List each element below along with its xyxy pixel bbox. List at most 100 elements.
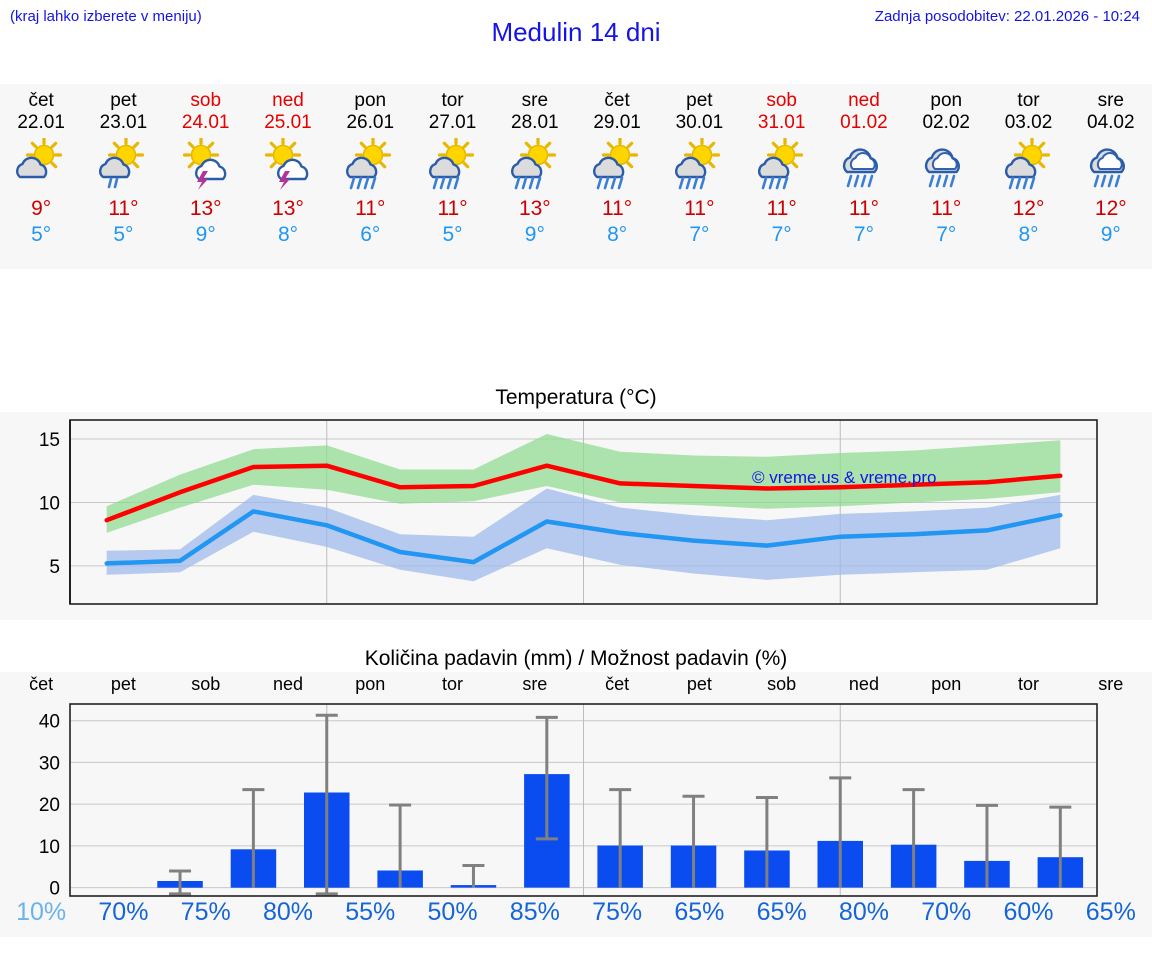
forecast-day-name: čet [28, 90, 54, 111]
forecast-temp-max: 11° [848, 197, 880, 220]
forecast-day-column[interactable]: sob 24.01 13° 9° [165, 84, 247, 269]
forecast-day-date: 24.01 [181, 112, 230, 133]
forecast-day-date: 03.02 [1004, 112, 1053, 133]
forecast-day-date: 26.01 [346, 112, 395, 133]
forecast-day-name: pet [110, 90, 137, 111]
sun-cloud-rain-icon [755, 136, 809, 192]
location-menu-hint: (kraj lahko izberete v meniju) [10, 8, 202, 25]
forecast-temp-min: 7° [853, 223, 874, 246]
precipitation-day-label: pet [686, 674, 712, 694]
forecast-temp-max: 11° [355, 197, 386, 220]
forecast-day-column[interactable]: ned 25.01 13° 8° [247, 84, 329, 269]
forecast-day-column[interactable]: tor 27.01 11° 5° [411, 84, 493, 269]
precipitation-probability: 65% [674, 898, 725, 926]
forecast-day-column[interactable]: tor 03.02 12° 8° [987, 84, 1069, 269]
forecast-day-name: tor [441, 90, 464, 111]
forecast-day-column[interactable]: čet 29.01 11° 8° [576, 84, 658, 269]
forecast-day-name: pon [930, 90, 963, 111]
precipitation-y-tick: 40 [39, 712, 60, 733]
forecast-day-column[interactable]: ned 01.02 11° 7° [823, 84, 905, 269]
temperature-y-tick: 10 [39, 493, 60, 514]
temperature-chart: 5 10 15 [39, 419, 1098, 605]
sun-cloud-rain-icon [1002, 136, 1056, 192]
sun-cloud-rain-light-icon [96, 136, 150, 192]
precipitation-probability: 50% [427, 898, 478, 926]
precipitation-probability: 75% [592, 898, 643, 926]
forecast-day-date: 27.01 [428, 112, 477, 133]
cloud-rain-icon [837, 136, 891, 192]
forecast-day-name: tor [1017, 90, 1040, 111]
forecast-temp-min: 7° [936, 223, 957, 246]
forecast-temp-min: 9° [524, 223, 545, 246]
forecast-day-date: 30.01 [675, 112, 724, 133]
forecast-day-column[interactable]: čet 22.01 9° 5° [0, 84, 82, 269]
sun-cloud-thunder-icon [179, 136, 233, 192]
forecast-temp-max: 12° [1094, 197, 1127, 220]
precipitation-day-label: sob [767, 674, 797, 694]
forecast-day-column[interactable]: pon 26.01 11° 6° [329, 84, 411, 269]
forecast-temp-min: 8° [607, 223, 628, 246]
sun-cloud-icon [14, 136, 68, 192]
precipitation-day-label: pon [931, 674, 962, 694]
forecast-day-column[interactable]: pet 23.01 11° 5° [82, 84, 164, 269]
forecast-temp-min: 7° [689, 223, 710, 246]
forecast-temp-max: 11° [766, 197, 797, 220]
forecast-day-date: 01.02 [840, 112, 888, 133]
precipitation-probability-row: 10% 70% 75% 80% 55% 50% 85% 75% 65% 65% 80% 70% 60% 6… [0, 898, 1152, 934]
sun-cloud-rain-icon [343, 136, 397, 192]
forecast-temp-min: 9° [1100, 223, 1121, 246]
precipitation-y-tick: 20 [39, 795, 60, 816]
forecast-temp-min: 9° [195, 223, 216, 246]
page-title: Medulin 14 dni [491, 17, 661, 47]
temperature-y-tick: 5 [49, 557, 60, 578]
forecast-temp-min: 8° [277, 223, 299, 246]
precipitation-y-tick: 0 [49, 879, 60, 900]
precipitation-day-label: sre [522, 674, 548, 694]
sun-cloud-thunder-icon [261, 136, 315, 192]
forecast-day-date: 29.01 [593, 112, 641, 133]
forecast-day-column[interactable]: pon 02.02 11° 7° [905, 84, 987, 269]
precipitation-y-tick: 10 [39, 837, 60, 858]
precipitation-probability: 65% [756, 898, 807, 926]
precipitation-day-label: sre [1098, 674, 1124, 694]
forecast-temp-max: 13° [518, 197, 551, 220]
forecast-day-name: sre [521, 90, 549, 111]
forecast-day-name: pet [686, 90, 713, 111]
precipitation-day-label: pet [110, 674, 136, 694]
precipitation-probability: 10% [16, 898, 67, 926]
precipitation-y-tick: 30 [39, 753, 60, 774]
page-header: (kraj lahko izberete v meniju) Medulin 1… [0, 0, 1152, 78]
forecast-strip: čet 22.01 9° 5° pet 23.01 11° 5° sob 24.01 13° 9° ne… [0, 84, 1152, 269]
forecast-temp-max: 11° [684, 197, 715, 220]
forecast-temp-max: 13° [272, 197, 304, 220]
precipitation-day-label: sob [191, 674, 221, 694]
forecast-temp-min: 8° [1018, 223, 1039, 246]
precipitation-chart-title: Količina padavin (mm) / Možnost padavin … [364, 647, 788, 670]
forecast-temp-max: 11° [437, 197, 468, 220]
precipitation-probability: 80% [262, 898, 313, 926]
forecast-day-column[interactable]: sob 31.01 11° 7° [741, 84, 823, 269]
sun-cloud-rain-icon [508, 136, 562, 192]
precipitation-day-label: ned [848, 674, 879, 694]
precipitation-day-label: čet [605, 674, 630, 694]
forecast-temp-max: 9° [31, 197, 52, 220]
forecast-day-name: čet [604, 90, 630, 111]
precipitation-probability: 70% [98, 898, 149, 926]
precipitation-day-label: ned [272, 674, 303, 694]
forecast-day-column[interactable]: pet 30.01 11° 7° [658, 84, 740, 269]
precipitation-probability: 75% [180, 898, 231, 926]
forecast-temp-min: 5° [113, 223, 134, 246]
precipitation-probability: 85% [509, 898, 560, 926]
sun-cloud-rain-icon [590, 136, 644, 192]
forecast-day-name: ned [848, 90, 880, 111]
forecast-day-column[interactable]: sre 04.02 12° 9° [1070, 84, 1152, 269]
forecast-day-date: 02.02 [922, 112, 970, 133]
forecast-temp-min: 5° [442, 223, 463, 246]
precipitation-probability: 65% [1085, 898, 1136, 926]
temperature-chart-title: Temperatura (°C) [495, 386, 657, 409]
precipitation-probability: 55% [345, 898, 396, 926]
precipitation-probability: 70% [921, 898, 972, 926]
precipitation-day-label: pon [355, 674, 386, 694]
forecast-day-column[interactable]: sre 28.01 13° 9° [494, 84, 576, 269]
precipitation-day-labels: čet pet sob ned pon tor sre čet pet sob ned pon tor s… [0, 674, 1152, 700]
